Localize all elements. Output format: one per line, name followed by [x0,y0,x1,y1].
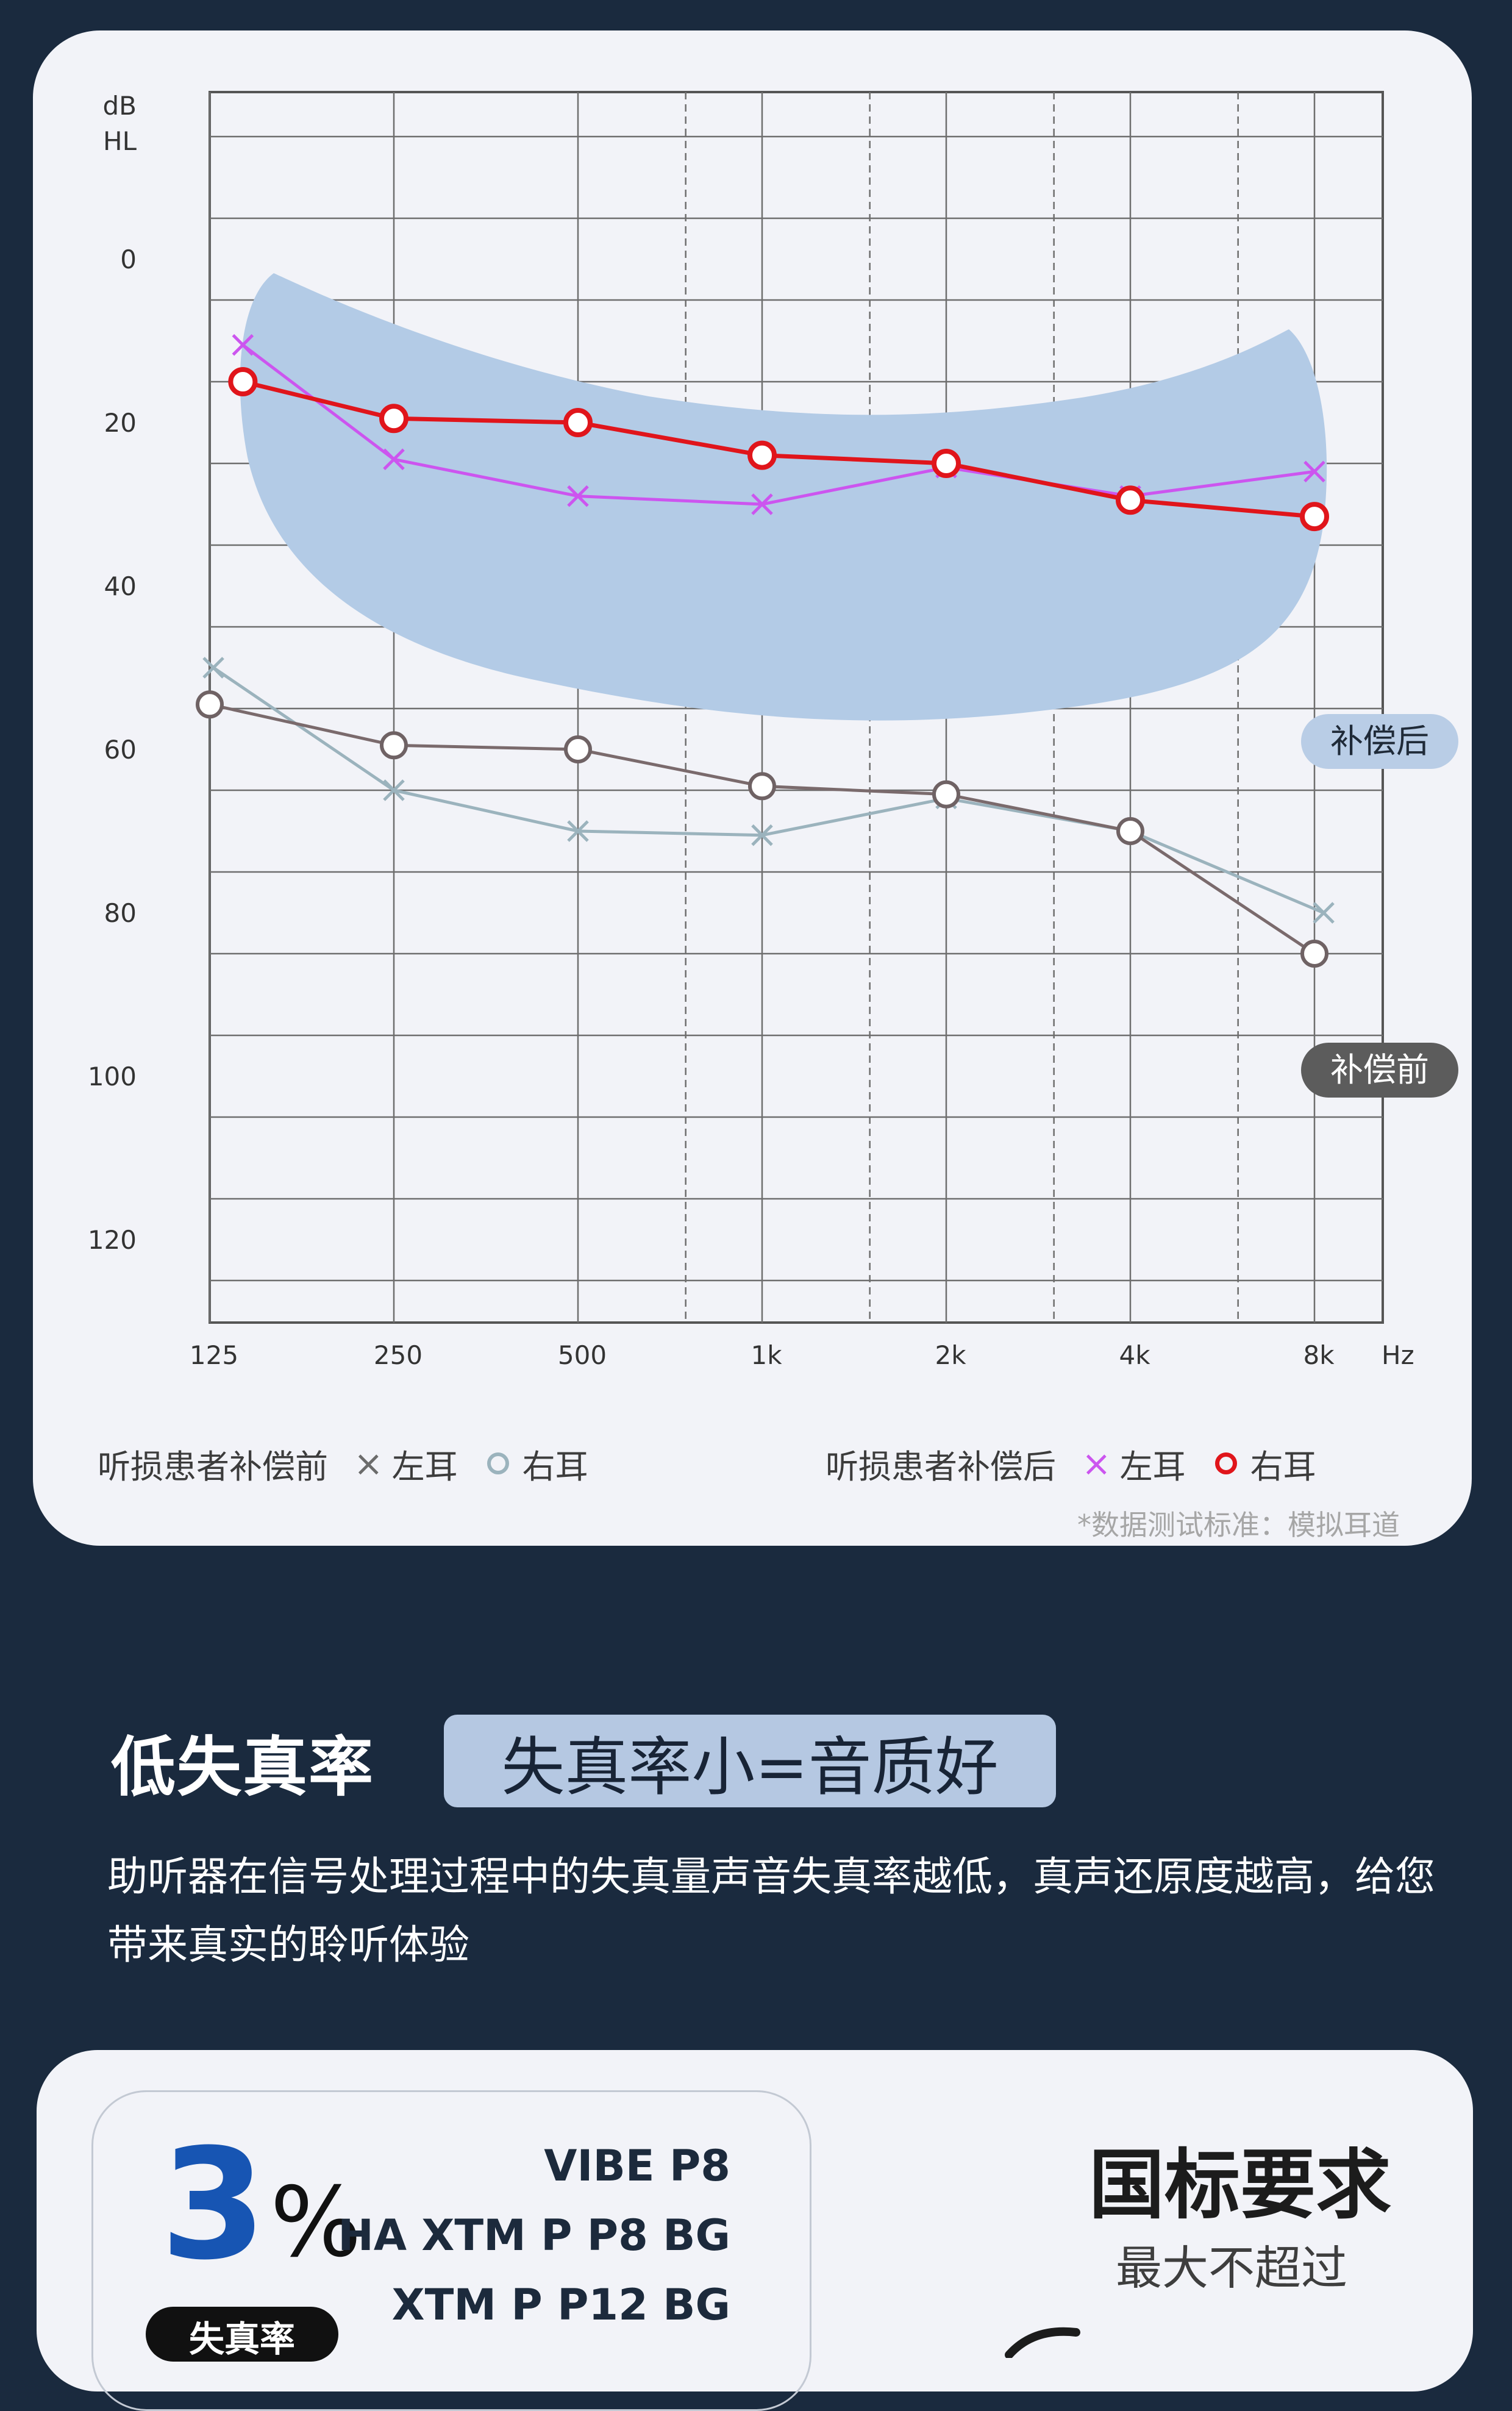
data-point-after-right [1116,485,1145,515]
badge-after-label: 补偿后 [1330,722,1429,760]
data-point-after-left [383,448,405,471]
data-point-after-right [932,449,961,478]
tagline-text: 失真率小=音质好 [501,1729,999,1804]
x-unit-label: Hz [1382,1340,1414,1370]
data-point-after-right [228,367,258,396]
percent-sign: % [270,2166,362,2279]
section-title: 低失真率 [111,1730,374,1805]
data-point-after-left [1303,460,1325,483]
legend-before: 听损患者补偿前 × 左耳 右耳 [98,1439,588,1488]
data-point-before-right [932,780,960,809]
y-tick-label: 40 [104,571,137,601]
data-point-before-left [751,824,773,846]
model-name: HA XTM P P8 BG [338,2210,730,2260]
legend-before-right-label: 右耳 [522,1447,588,1486]
data-point-before-right [1116,817,1144,845]
data-point-before-left [1313,902,1335,924]
badge-before-label: 补偿前 [1330,1051,1429,1089]
audiogram-card: 0 20 40 60 80 100 120 125 250 500 1k 2k 4k 8k Hz dB HL 补… [33,30,1472,1546]
legend-after-right-marker [1214,1452,1237,1474]
y-unit-label: dB [103,91,137,121]
data-point-after-left [232,334,254,356]
y-tick-label: 60 [104,735,137,765]
metric-badge: 失真率 [146,2307,338,2362]
data-point-after-right [747,440,777,470]
metric-badge-label: 失真率 [188,2318,295,2360]
footnote: *数据测试标准：模拟耳道 [1077,1509,1400,1541]
distortion-value: 3 [160,2116,266,2293]
data-point-before-left [567,820,589,842]
standard-subtitle: 最大不超过 [1116,2241,1347,2295]
legend-before-left-label: 左耳 [391,1447,458,1486]
section-description: 助听器在信号处理过程中的失真量声音失真率越低，真声还原度越高，给您带来真实的聆听… [107,1853,1435,1968]
data-point-before-right [564,735,592,763]
data-point-before-right [196,690,224,719]
x-tick-label: 4k [1119,1340,1150,1370]
x-tick-label: 8k [1303,1340,1335,1370]
data-point-after-left [567,485,589,507]
legend-after-left-label: 左耳 [1119,1447,1186,1486]
tagline-badge: 失真率小=音质好 [444,1715,1056,1807]
data-point-after-right [379,404,408,434]
legend-after-left-marker: × [1082,1443,1111,1484]
audiogram-chart: 0 20 40 60 80 100 120 125 250 500 1k 2k 4k 8k Hz dB HL 补… [88,91,1458,1370]
data-point-after-right [1300,502,1329,532]
legend-before-title: 听损患者补偿前 [98,1447,328,1486]
badge-after: 补偿后 [1301,714,1458,769]
product-card: 3 % 失真率 VIBE P8 HA XTM P P8 BG XTM P P12… [37,2050,1473,2411]
badge-before: 补偿前 [1301,1043,1458,1098]
x-tick-label: 250 [374,1340,423,1370]
x-tick-label: 500 [558,1340,607,1370]
x-tick-label: 1k [751,1340,782,1370]
legend-before-right-marker [487,1452,509,1474]
data-point-after-left [751,493,773,515]
data-point-before-left [383,779,405,801]
data-point-before-left [202,657,224,679]
y-tick-label: 120 [88,1225,137,1255]
data-point-before-right [380,731,408,760]
legend-before-left-marker: × [354,1443,383,1484]
model-name: XTM P P12 BG [391,2280,730,2330]
x-tick-label: 2k [935,1340,966,1370]
data-point-before-right [748,772,776,801]
compensated-range-band [240,273,1327,721]
data-point-before-right [1300,940,1328,968]
standard-title: 国标要求 [1089,2141,1392,2229]
legend-after: 听损患者补偿后 × 左耳 右耳 [826,1439,1316,1488]
y-tick-label: 80 [104,898,137,928]
model-name: VIBE P8 [544,2141,730,2191]
x-tick-label: 125 [190,1340,238,1370]
y-unit-label: HL [103,126,137,156]
legend-after-right-label: 右耳 [1250,1447,1316,1486]
y-tick-label: 20 [104,408,137,438]
legend-after-title: 听损患者补偿后 [826,1447,1056,1486]
model-panel: 3 % 失真率 VIBE P8 HA XTM P P8 BG XTM P P12… [91,2090,811,2411]
data-point-after-right [563,408,593,437]
arrow-icon [1005,2327,1080,2358]
y-tick-label: 0 [120,245,137,274]
y-tick-label: 100 [88,1062,137,1091]
